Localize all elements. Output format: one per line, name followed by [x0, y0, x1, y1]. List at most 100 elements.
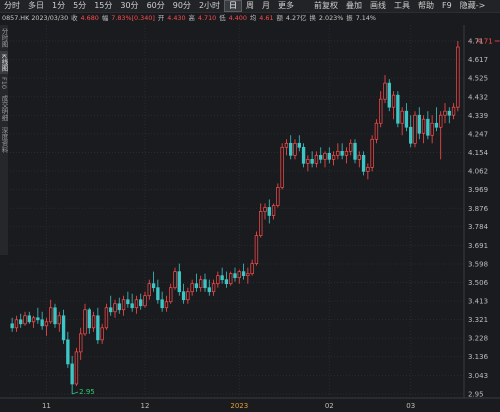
- candle-body: [186, 291, 190, 301]
- quote-bar: 0857.HK 2023/03/30 收 4.680 幅 7.83%[0.340] …: [0, 13, 500, 24]
- toolbar-action-5[interactable]: F9: [442, 1, 452, 10]
- candle-body: [259, 211, 263, 236]
- sidebar-tab-1[interactable]: K线图: [0, 50, 8, 74]
- candle-body: [246, 273, 250, 277]
- candle-body: [23, 315, 27, 325]
- candle-body: [301, 146, 306, 164]
- candle-body: [306, 158, 310, 164]
- chart-background: [0, 25, 500, 412]
- candle-body: [331, 154, 336, 160]
- toolbar-action-6[interactable]: 隐藏->: [459, 1, 486, 10]
- period-tab-11[interactable]: 月: [262, 1, 271, 10]
- candle-body: [113, 303, 117, 313]
- candle-body: [74, 351, 79, 385]
- candle-body: [451, 106, 456, 116]
- y-tick-label: 3.228: [468, 335, 488, 343]
- high-marker-label: 4.71: [477, 38, 493, 46]
- avg-value: 4.61: [259, 14, 274, 22]
- candle-body: [400, 110, 404, 124]
- candle-body: [109, 307, 113, 313]
- close-value: 4.680: [80, 14, 99, 22]
- candle-body: [181, 291, 186, 301]
- candle-body: [40, 319, 44, 327]
- candle-body: [374, 122, 379, 140]
- period-tab-6[interactable]: 60分: [146, 1, 165, 10]
- candle-body: [387, 82, 391, 108]
- candle-body: [199, 279, 203, 289]
- period-tab-0[interactable]: 分时: [4, 1, 20, 10]
- candle-body: [100, 327, 104, 341]
- candle-body: [430, 122, 434, 136]
- y-tick-label: 4.617: [468, 56, 488, 64]
- period-tab-8[interactable]: 2小时: [198, 1, 221, 10]
- period-tab-5[interactable]: 30分: [120, 1, 139, 10]
- candle-body: [310, 158, 314, 164]
- period-tab-1[interactable]: 多日: [28, 1, 44, 10]
- candle-body: [276, 187, 280, 206]
- candle-body: [370, 138, 374, 168]
- period-tab-7[interactable]: 90分: [172, 1, 191, 10]
- candle-body: [117, 303, 121, 311]
- candle-body: [237, 271, 241, 279]
- y-tick-label: 3.691: [468, 242, 488, 250]
- period-tab-4[interactable]: 15分: [94, 1, 113, 10]
- amplitude-label: 振: [346, 14, 353, 22]
- candle-body: [121, 299, 126, 311]
- y-tick-label: 3.784: [468, 223, 489, 231]
- amplitude-value: 7.14%: [355, 14, 376, 22]
- avg-label: 均: [249, 14, 257, 22]
- candle-body: [284, 142, 289, 148]
- candle-body: [203, 279, 207, 289]
- y-tick-label: 4.339: [468, 112, 488, 120]
- sidebar-tab-4[interactable]: 深度资料: [0, 126, 8, 153]
- candle-body: [139, 299, 143, 307]
- sidebar-tab-0[interactable]: 分时图: [0, 28, 8, 48]
- candle-body: [147, 283, 151, 297]
- candle-body: [96, 315, 100, 341]
- candle-body: [297, 142, 301, 148]
- sidebar: 分时图 K线图 F10 成交明细深度资料: [0, 25, 8, 255]
- candle-body: [151, 283, 156, 289]
- candle-body: [289, 142, 293, 156]
- candle-body: [426, 118, 430, 136]
- amount-label: 额: [276, 14, 283, 22]
- candle-body: [31, 317, 36, 323]
- candle-body: [224, 279, 229, 285]
- candle-body: [87, 309, 91, 329]
- toolbar-action-0[interactable]: 前复权: [314, 1, 339, 10]
- candle-body: [49, 307, 53, 323]
- toolbar-action-1[interactable]: 叠加: [346, 1, 363, 10]
- candlestick-chart[interactable]: 4.71 4.617 4.525 4.432 4.339 4.247 4.154 4.062 3…: [0, 25, 500, 412]
- toolbar-action-3[interactable]: 工具: [394, 1, 411, 10]
- high-value: 4.710: [197, 14, 217, 22]
- y-tick-label: 4.71: [468, 38, 484, 46]
- candle-body: [409, 126, 413, 144]
- candle-body: [57, 315, 61, 325]
- candle-body: [421, 118, 426, 134]
- period-tab-9[interactable]: 日: [224, 0, 243, 12]
- sidebar-tab-3[interactable]: 成交明细: [0, 94, 8, 121]
- candle-body: [447, 110, 451, 116]
- candle-body: [383, 82, 387, 100]
- period-tab-12[interactable]: 更多: [278, 1, 295, 10]
- toolbar-action-2[interactable]: 画线: [370, 1, 387, 10]
- candle-body: [19, 319, 23, 325]
- candle-body: [314, 154, 319, 164]
- sidebar-tab-2[interactable]: F10: [0, 76, 8, 89]
- candle-body: [177, 271, 181, 293]
- period-tab-2[interactable]: 1分: [52, 1, 66, 10]
- x-tick-label: 02: [325, 402, 334, 410]
- candle-body: [14, 319, 19, 329]
- y-tick-label: 3.136: [468, 353, 489, 361]
- candle-body: [160, 299, 164, 309]
- candle-body: [216, 275, 220, 285]
- candle-body: [336, 150, 340, 156]
- candle-body: [134, 299, 139, 309]
- candle-body: [190, 283, 194, 293]
- period-tab-10[interactable]: 周: [246, 1, 255, 10]
- candle-body: [36, 317, 40, 321]
- candle-body: [250, 263, 254, 275]
- period-tab-3[interactable]: 5分: [73, 1, 87, 10]
- toolbar-action-4[interactable]: 帮助: [418, 1, 435, 10]
- x-tick-label: 2023: [230, 402, 248, 410]
